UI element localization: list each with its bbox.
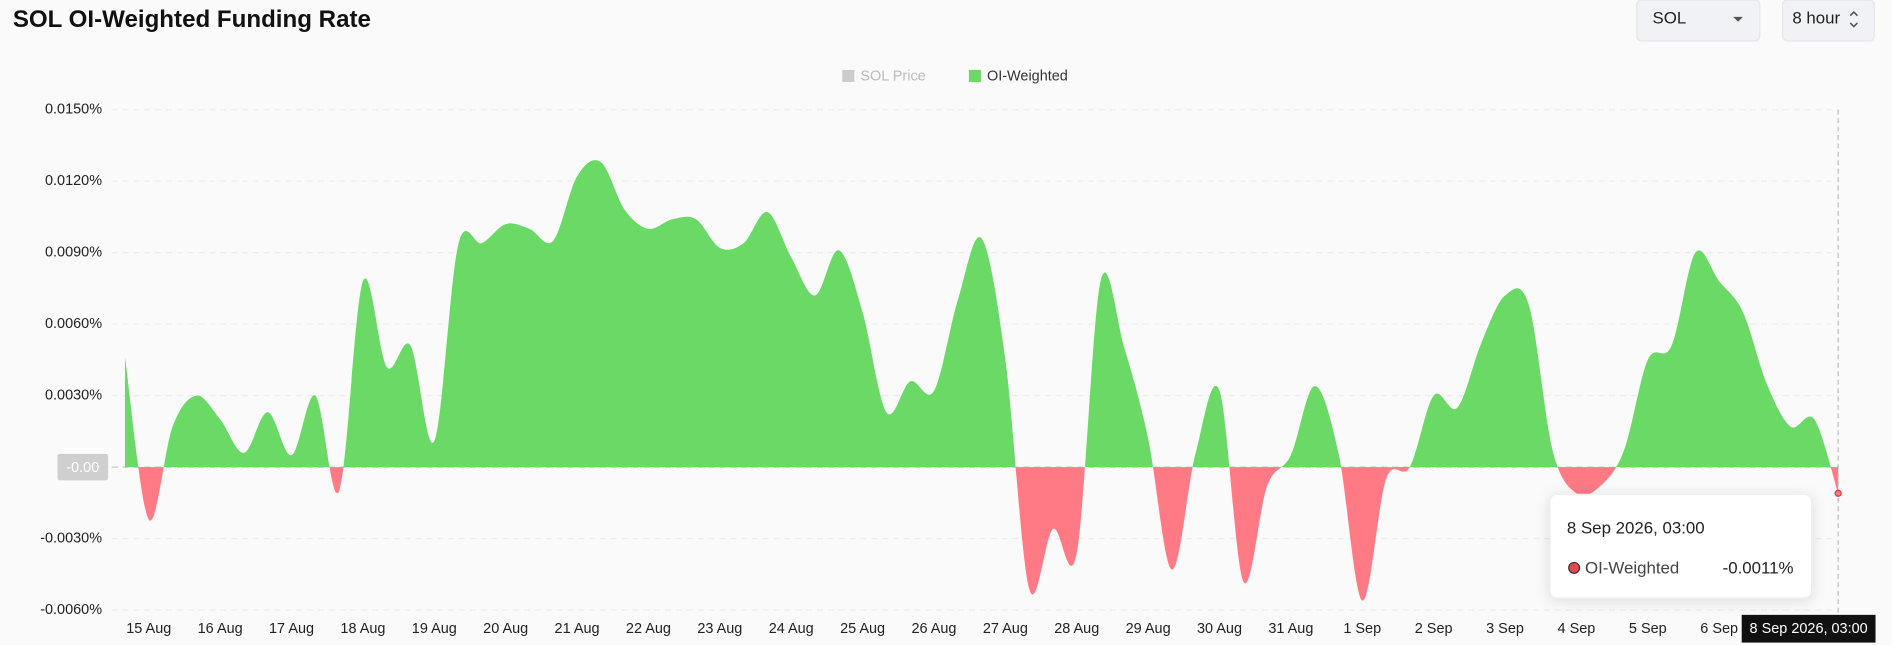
asset-select[interactable]: SOL	[1636, 0, 1761, 42]
x-tick-label: 31 Aug	[1268, 621, 1313, 637]
y-tick-label: 0.0120%	[45, 173, 102, 189]
y-tick-label: -0.0060%	[40, 602, 102, 618]
x-tick-label: 27 Aug	[983, 621, 1028, 637]
y-label-box	[57, 453, 109, 481]
tooltip-title: 8 Sep 2026, 03:00	[1567, 519, 1705, 538]
x-tick-label: 26 Aug	[911, 621, 956, 637]
chart-title: SOL OI-Weighted Funding Rate	[13, 6, 371, 33]
legend-swatch	[968, 69, 981, 82]
caret-icon[interactable]	[1733, 16, 1743, 22]
y-tick-label: -0.0030%	[40, 530, 102, 546]
x-tick-label: 6 Sep	[1700, 621, 1738, 637]
x-tick-label: 28 Aug	[1054, 621, 1099, 637]
x-tick-label: 18 Aug	[340, 621, 385, 637]
legend-label: OI-Weighted	[987, 68, 1068, 84]
x-tick-label: 17 Aug	[269, 621, 314, 637]
area	[124, 160, 1839, 601]
legend-label: SOL Price	[860, 68, 925, 84]
y-tick-label: 0.0090%	[45, 244, 102, 260]
x-tick-label: 2 Sep	[1415, 621, 1453, 637]
y-tick-label: -0.00	[66, 460, 99, 476]
legend-swatch	[842, 69, 855, 82]
interval-select[interactable]: 8 hour	[1782, 0, 1875, 42]
tooltip-series: OI-Weighted	[1585, 558, 1679, 577]
x-tick-label: 15 Aug	[126, 621, 171, 637]
select-text[interactable]: SOL	[1652, 9, 1686, 28]
x-tick-label: 5 Sep	[1629, 621, 1667, 637]
select-box[interactable]	[1636, 0, 1761, 42]
x-tick-label: 29 Aug	[1126, 621, 1171, 637]
y-tick-label: 0.0030%	[45, 387, 102, 403]
x-tick-label: 30 Aug	[1197, 621, 1242, 637]
plot: SOL Price OI-Weighted 0.0150% 0.0120% 0.0090…	[40, 68, 1876, 643]
y-tick-label: 0.0060%	[45, 316, 102, 332]
tooltip-dot	[1568, 561, 1581, 574]
x-tick-label: 4 Sep	[1558, 621, 1596, 637]
x-tick-label: 25 Aug	[840, 621, 885, 637]
x-label-box	[1741, 614, 1876, 643]
x-tick-label: 1 Sep	[1343, 621, 1381, 637]
select-text[interactable]: 8 hour	[1792, 9, 1840, 28]
x-tick-label: 24 Aug	[769, 621, 814, 637]
x-crosshair-label: 8 Sep 2026, 03:00	[1750, 621, 1868, 637]
chevron-icon[interactable]	[1849, 10, 1858, 28]
x-tick-label: 20 Aug	[483, 621, 528, 637]
x-tick-label: 22 Aug	[626, 621, 671, 637]
x-tick-label: 3 Sep	[1486, 621, 1524, 637]
select-box[interactable]	[1782, 0, 1875, 42]
x-tick-label: 19 Aug	[412, 621, 457, 637]
y-tick-label: 0.0150%	[45, 102, 102, 118]
x-tick-label: 23 Aug	[697, 621, 742, 637]
tooltip-value: -0.0011%	[1723, 558, 1794, 577]
tooltip-box	[1549, 493, 1813, 599]
hover-dot	[1834, 489, 1842, 497]
x-tick-label: 21 Aug	[555, 621, 600, 637]
x-tick-label: 16 Aug	[198, 621, 243, 637]
